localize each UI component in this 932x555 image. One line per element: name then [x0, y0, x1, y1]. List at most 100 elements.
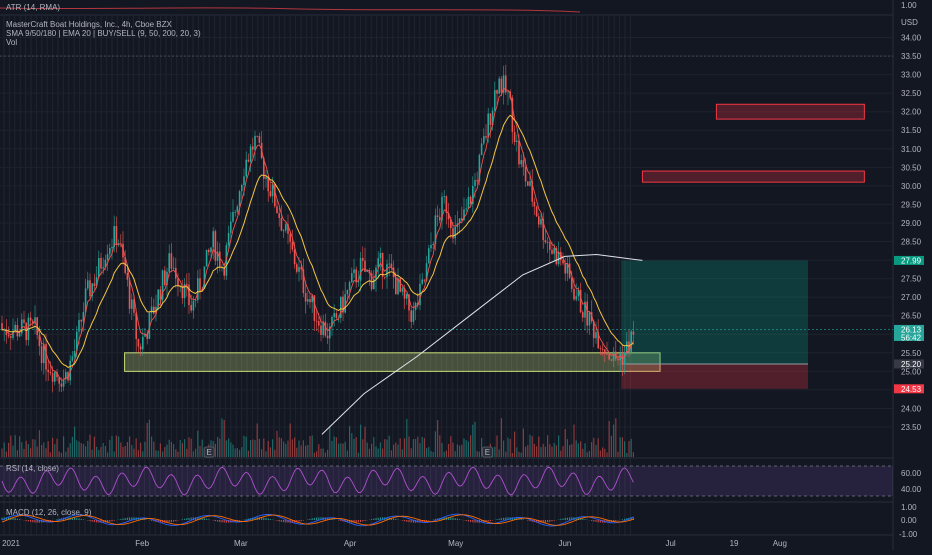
volume-bar — [248, 451, 249, 457]
candle-body — [514, 132, 516, 142]
volume-bar — [397, 445, 398, 457]
volume-bar — [197, 431, 198, 457]
volume-bar — [360, 425, 361, 457]
macd-histogram-bar — [582, 519, 583, 520]
candle-body — [98, 258, 100, 277]
candle-body — [19, 333, 21, 336]
macd-histogram-bar — [28, 520, 29, 521]
volume-bar — [521, 453, 522, 457]
macd-histogram-bar — [560, 519, 561, 520]
volume-bar — [602, 447, 603, 457]
candle-body — [102, 267, 104, 268]
macd-histogram-bar — [208, 519, 209, 520]
volume-bar — [351, 433, 352, 457]
macd-histogram-bar — [408, 520, 409, 522]
macd-legend[interactable]: MACD (12, 26, close, 9) — [6, 508, 91, 517]
candle-body — [278, 213, 280, 218]
candle-body — [452, 228, 454, 238]
macd-histogram-bar — [450, 517, 451, 520]
volume-bar — [193, 451, 194, 457]
volume-bar — [347, 451, 348, 457]
volume-bar — [107, 452, 108, 457]
macd-histogram-bar — [219, 520, 220, 522]
macd-histogram-bar — [169, 520, 170, 522]
macd-histogram-bar — [17, 519, 18, 520]
supply-zone[interactable] — [642, 171, 864, 182]
candle-body — [320, 326, 322, 335]
macd-histogram-bar — [551, 520, 552, 521]
volume-bar — [17, 450, 18, 457]
candle-body — [617, 359, 619, 360]
indicator-list: SMA 9/50/180 | EMA 20 | BUY/SELL (9, 50,… — [6, 29, 201, 38]
macd-histogram-bar — [270, 519, 271, 520]
candle-body — [468, 197, 470, 209]
candle-body — [256, 136, 258, 137]
volume-bar — [45, 448, 46, 457]
candle-body — [294, 249, 296, 264]
macd-histogram-bar — [171, 520, 172, 522]
time-axis-label: 2021 — [2, 539, 20, 548]
macd-histogram-bar — [474, 520, 475, 523]
candle-body — [490, 114, 492, 125]
macd-histogram-bar — [312, 518, 313, 520]
position-target-area[interactable] — [621, 260, 808, 363]
candle-body — [395, 277, 397, 294]
candle-body — [259, 136, 261, 143]
candle-body — [553, 248, 555, 254]
volume-bar — [580, 441, 581, 457]
main-legend[interactable]: MasterCraft Boat Holdings, Inc., 4h, Cbo… — [6, 20, 201, 47]
volume-bar — [133, 449, 134, 457]
atr-legend[interactable]: ATR (14, RMA) — [6, 3, 60, 12]
candle-body — [428, 248, 430, 263]
price-axis-label: 34.00 — [901, 34, 922, 43]
macd-histogram-bar — [125, 518, 126, 520]
macd-histogram-bar — [307, 519, 308, 520]
macd-histogram-bar — [15, 518, 16, 520]
macd-histogram-bar — [591, 520, 592, 521]
candle-body — [289, 234, 291, 242]
volume-bar — [428, 447, 429, 457]
volume-bar — [171, 442, 172, 457]
volume-bar — [316, 451, 317, 457]
demand-zone[interactable] — [125, 353, 660, 372]
macd-histogram-bar — [459, 519, 460, 520]
volume-bar — [507, 438, 508, 457]
volume-bar — [340, 443, 341, 457]
candle-body — [402, 288, 404, 291]
volume-bar — [593, 438, 594, 457]
volume-bar — [338, 444, 339, 457]
volume-bar — [41, 445, 42, 457]
volume-bar — [395, 443, 396, 457]
candle-body — [197, 278, 199, 300]
volume-bar — [166, 445, 167, 457]
candle-body — [424, 280, 426, 281]
volume-bar — [411, 448, 412, 457]
position-stop-area[interactable] — [621, 364, 808, 389]
macd-histogram-bar — [56, 519, 57, 520]
volume-bar — [349, 426, 350, 457]
rsi-legend[interactable]: RSI (14, close) — [6, 464, 59, 473]
volume-bar — [584, 443, 585, 457]
volume-bar — [39, 430, 40, 457]
candle-body — [116, 226, 118, 245]
supply-zone[interactable] — [716, 104, 864, 119]
macd-histogram-bar — [217, 520, 218, 522]
volume-bar — [538, 437, 539, 457]
volume-bar — [125, 446, 126, 457]
macd-histogram-bar — [371, 519, 372, 520]
candle-body — [47, 370, 49, 372]
volume-bar — [151, 437, 152, 457]
candle-body — [206, 250, 208, 267]
candle-body — [30, 318, 32, 321]
volume-bar — [389, 436, 390, 457]
candle-body — [131, 299, 133, 308]
candle-body — [109, 248, 111, 254]
volume-bar — [433, 452, 434, 457]
volume-bar — [391, 450, 392, 457]
volume-bar — [331, 441, 332, 457]
macd-histogram-bar — [593, 520, 594, 521]
candle-body — [234, 212, 236, 213]
candle-body — [212, 231, 214, 247]
